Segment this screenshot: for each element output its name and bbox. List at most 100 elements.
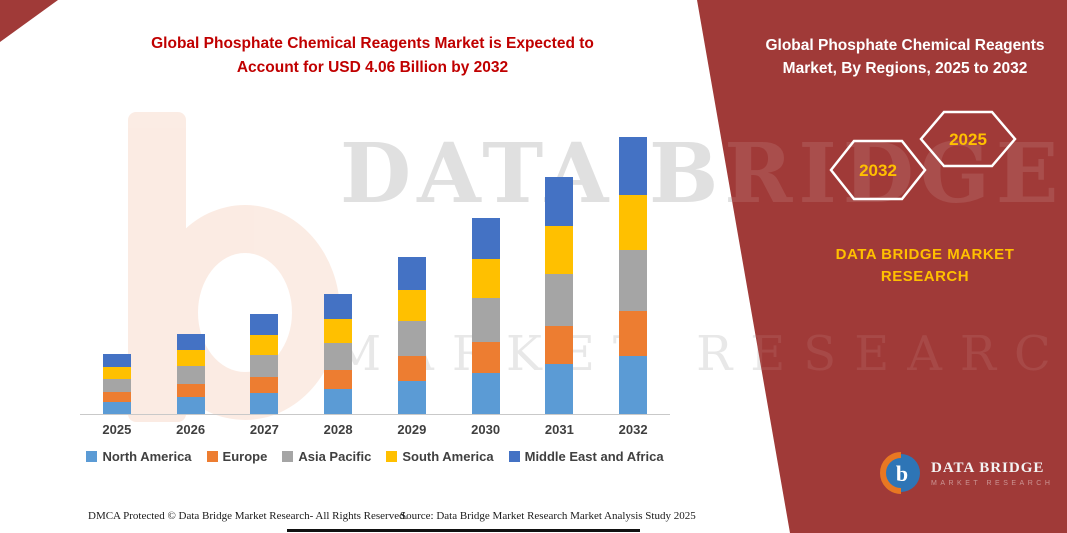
hexagon-2025: [919, 110, 1017, 168]
x-axis-label-2029: 2029: [397, 422, 427, 437]
bar-segment-2030-asia-pacific: [471, 298, 500, 342]
legend-label: Asia Pacific: [298, 449, 372, 464]
legend-swatch: [86, 451, 98, 462]
bar-segment-2027-north-america: [250, 393, 279, 414]
bar-segment-2028-south-america: [324, 319, 353, 343]
bar-column-2031: [523, 177, 597, 414]
bar-segment-2026-middle-east-and-africa: [176, 334, 205, 350]
stacked-bar-2030: [471, 218, 500, 414]
bar-column-2030: [449, 218, 523, 414]
bar-segment-2030-middle-east-and-africa: [471, 218, 500, 259]
legend-item-middle-east-and-africa: Middle East and Africa: [508, 449, 664, 464]
bar-segment-2032-asia-pacific: [619, 250, 648, 311]
right-red-panel: DATA BRIDGE MARKET RESEARCH Global Phosp…: [697, 0, 1067, 533]
legend-swatch: [282, 451, 294, 462]
bar-segment-2025-asia-pacific: [102, 379, 131, 392]
brand-text: DATA BRIDGE MARKET RESEARCH: [785, 244, 1065, 288]
legend-item-asia-pacific: Asia Pacific: [282, 449, 371, 464]
bar-column-2032: [596, 137, 670, 414]
company-logo-icon: b: [880, 452, 920, 494]
panel-title-line2: Market, By Regions, 2025 to 2032: [782, 60, 1028, 78]
bar-segment-2026-europe: [176, 384, 205, 397]
x-axis-label-2031: 2031: [544, 422, 574, 437]
legend-label: Middle East and Africa: [524, 449, 664, 464]
legend-item-north-america: North America: [86, 449, 192, 464]
x-axis-label-2027: 2027: [249, 422, 279, 437]
bar-column-2027: [228, 314, 302, 414]
x-axis-labels: 2025 2026 2027 2028 2029 2030 2031 2032: [80, 422, 670, 437]
stacked-bar-2031: [545, 177, 574, 414]
bar-segment-2031-asia-pacific: [545, 274, 574, 326]
bar-segment-2031-europe: [545, 326, 574, 364]
hexagon-2032: [829, 139, 927, 201]
stacked-bar-2025: [102, 354, 131, 414]
bar-segment-2029-asia-pacific: [397, 321, 426, 356]
footer-source: Source: Data Bridge Market Research Mark…: [400, 510, 696, 522]
bar-segment-2027-middle-east-and-africa: [250, 314, 279, 335]
bar-segment-2030-europe: [471, 342, 500, 373]
bar-column-2025: [80, 354, 154, 414]
hexagon-2032-label: 2032: [859, 161, 897, 180]
legend-swatch: [206, 451, 218, 462]
company-logo-subtitle: MARKET RESEARCH: [931, 479, 1054, 487]
x-axis-label-2030: 2030: [471, 422, 501, 437]
x-axis-label-2028: 2028: [323, 422, 353, 437]
legend-label: North America: [102, 449, 192, 464]
bar-segment-2028-north-america: [324, 389, 353, 414]
x-axis-label-2026: 2026: [176, 422, 206, 437]
legend-item-south-america: South America: [386, 449, 494, 464]
stacked-bar-chart: 2025 2026 2027 2028 2029 2030 2031 2032 North A…: [80, 100, 670, 464]
bar-segment-2027-europe: [250, 377, 279, 393]
company-logo-text-block: DATA BRIDGE MARKET RESEARCH: [931, 460, 1053, 487]
bar-segment-2028-middle-east-and-africa: [324, 294, 353, 319]
hexagon-2025-label: 2025: [949, 130, 987, 149]
bottom-divider-line: [287, 529, 640, 532]
bar-segment-2029-south-america: [397, 290, 426, 321]
year-hexagons: 2032 2025: [829, 110, 1017, 201]
bar-segment-2025-middle-east-and-africa: [102, 354, 131, 367]
stacked-bar-2027: [250, 314, 279, 414]
legend-label: South America: [402, 449, 494, 464]
footer-copyright: DMCA Protected © Data Bridge Market Rese…: [88, 510, 408, 522]
bar-segment-2026-asia-pacific: [176, 366, 205, 384]
legend-swatch: [508, 451, 520, 462]
bar-segment-2032-middle-east-and-africa: [619, 137, 648, 195]
bar-segment-2025-europe: [102, 392, 131, 402]
company-logo-name: DATA BRIDGE: [931, 459, 1045, 476]
panel-title-line1: Global Phosphate Chemical Reagents: [765, 37, 1045, 54]
bar-segment-2025-south-america: [102, 367, 131, 379]
panel-title: Global Phosphate Chemical Reagents Marke…: [760, 34, 1050, 81]
bar-segment-2025-north-america: [102, 402, 131, 414]
company-logo: b DATA BRIDGE MARKET RESEARCH: [880, 452, 1053, 494]
bar-column-2028: [301, 294, 375, 414]
chart-title: Global Phosphate Chemical Reagents Marke…: [85, 32, 660, 80]
brand-text-line2: RESEARCH: [880, 267, 970, 285]
chart-bars: [80, 100, 670, 415]
bar-segment-2031-middle-east-and-africa: [545, 177, 574, 226]
bar-segment-2031-north-america: [545, 364, 574, 414]
corner-triangle-decoration: [0, 0, 58, 42]
brand-text-line1: DATA BRIDGE MARKET: [835, 246, 1015, 263]
chart-legend: North America Europe Asia Pacific South Ame…: [80, 449, 670, 464]
bar-segment-2030-south-america: [471, 259, 500, 298]
bar-segment-2032-north-america: [619, 356, 648, 414]
stacked-bar-2029: [397, 257, 426, 414]
logo-monogram: b: [896, 461, 908, 486]
stacked-bar-2032: [619, 137, 648, 414]
bar-segment-2028-asia-pacific: [324, 343, 353, 370]
bar-segment-2030-north-america: [471, 373, 500, 414]
bar-segment-2029-north-america: [397, 381, 426, 414]
stacked-bar-2026: [176, 334, 205, 414]
legend-swatch: [386, 451, 398, 462]
stacked-bar-2028: [324, 294, 353, 414]
bar-segment-2027-south-america: [250, 335, 279, 355]
bar-segment-2027-asia-pacific: [250, 355, 279, 377]
x-axis-label-2032: 2032: [618, 422, 648, 437]
bar-segment-2028-europe: [324, 370, 353, 389]
chart-title-line1: Global Phosphate Chemical Reagents Marke…: [151, 35, 594, 52]
bar-segment-2026-south-america: [176, 350, 205, 366]
bar-segment-2029-europe: [397, 356, 426, 381]
chart-title-line2: Account for USD 4.06 Billion by 2032: [236, 59, 509, 77]
bar-segment-2032-europe: [619, 311, 648, 356]
